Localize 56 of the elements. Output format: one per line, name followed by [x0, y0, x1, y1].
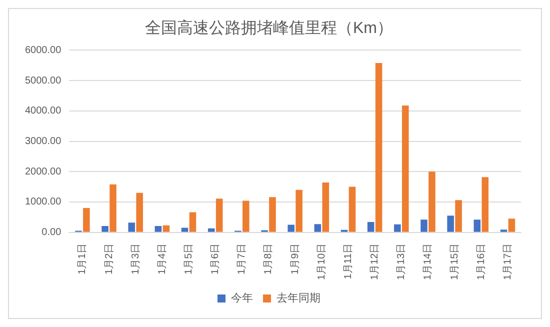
x-tick-label: 1月16日 [476, 243, 487, 280]
bar [322, 182, 330, 232]
x-tick-label: 1月2日 [104, 243, 115, 274]
chart-title: 全国高速公路拥堵峰值里程（Km） [145, 19, 393, 38]
x-tick-label: 1月5日 [184, 243, 195, 274]
bar [162, 225, 170, 232]
bar [447, 216, 454, 232]
bar [189, 212, 196, 232]
x-tick-label: 1月11日 [342, 243, 354, 280]
bar [83, 208, 90, 232]
bar [269, 197, 276, 232]
bar [296, 190, 302, 232]
y-tick-label: 6000.00 [24, 44, 62, 56]
x-tick-label: 1月8日 [263, 243, 274, 274]
legend-label: 去年同期 [276, 292, 320, 305]
x-tick-label: 1月10日 [316, 243, 328, 280]
bar [208, 228, 215, 232]
y-tick-label: 1000.00 [24, 196, 62, 208]
bar [216, 198, 223, 232]
x-tick-label: 1月6日 [210, 243, 222, 274]
bar [110, 184, 116, 232]
bar [420, 220, 428, 232]
legend-label: 今年 [231, 292, 253, 305]
bar [474, 220, 481, 232]
bar [136, 192, 143, 232]
bar [314, 224, 322, 232]
x-tick-label: 1月13日 [396, 243, 408, 280]
y-tick-label: 5000.00 [24, 75, 62, 86]
x-tick-label: 1月1日 [77, 243, 88, 274]
x-tick-label: 1月4日 [156, 243, 168, 274]
bar [375, 62, 382, 232]
bar [428, 172, 436, 232]
y-tick-label: 0.00 [42, 227, 62, 238]
bar [154, 226, 162, 232]
x-tick-label: 1月12日 [370, 243, 381, 280]
bar [508, 218, 516, 232]
y-tick-label: 3000.00 [24, 136, 62, 148]
bar [128, 222, 135, 232]
x-tick-label: 1月17日 [502, 243, 514, 280]
bar [455, 200, 462, 232]
bar [482, 177, 489, 232]
bar [102, 226, 108, 232]
x-tick-label: 1月15日 [449, 243, 460, 280]
x-tick-label: 1月7日 [236, 243, 248, 274]
x-tick-label: 1月14日 [422, 243, 434, 280]
bar [348, 186, 356, 232]
bar [367, 222, 374, 232]
y-tick-label: 4000.00 [24, 106, 62, 117]
x-tick-label: 1月9日 [290, 243, 301, 274]
bar [402, 105, 409, 232]
y-tick-label: 2000.00 [24, 166, 62, 178]
x-tick-label: 1月3日 [130, 243, 142, 274]
bar [394, 224, 401, 232]
bar [242, 200, 250, 232]
bar [288, 224, 294, 232]
bar [181, 228, 188, 232]
